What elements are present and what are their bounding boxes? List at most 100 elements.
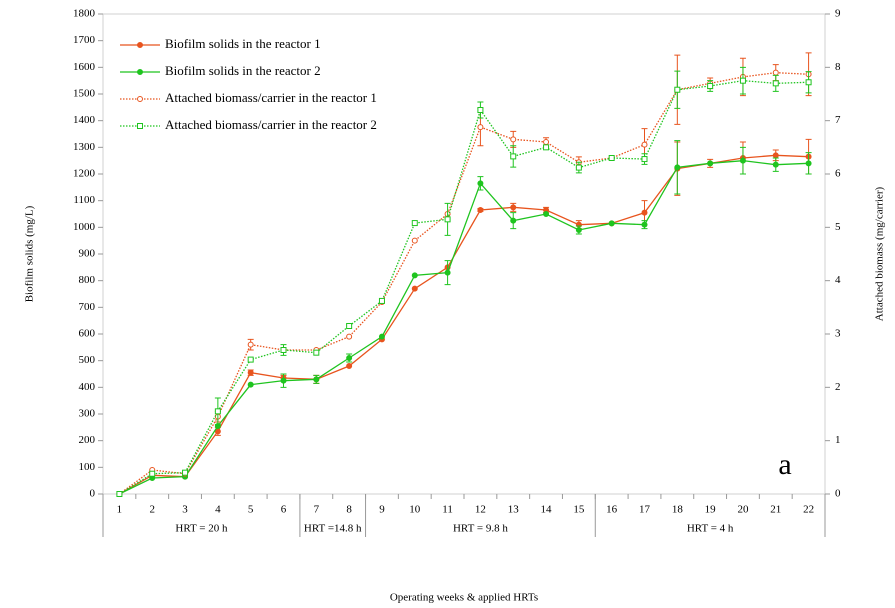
marker [116, 491, 123, 497]
marker [411, 220, 418, 227]
x-axis-label: Operating weeks & applied HRTs [390, 592, 538, 604]
marker [543, 144, 550, 151]
series-line [119, 154, 809, 495]
group-label: HRT =14.8 h [304, 523, 362, 535]
y-tick-label: 700 [79, 301, 96, 313]
y2-tick-label: 2 [835, 381, 841, 393]
legend-label: Biofilm solids in the reactor 1 [165, 36, 321, 51]
marker [247, 341, 254, 348]
legend-label: Attached biomass/carrier in the reactor … [165, 90, 377, 105]
y-tick-label: 1200 [73, 168, 96, 180]
y2-tick-label: 8 [835, 61, 841, 73]
y2-tick-label: 0 [835, 488, 841, 500]
legend-label: Attached biomass/carrier in the reactor … [165, 117, 377, 132]
marker [805, 160, 812, 167]
marker [641, 209, 648, 216]
marker [707, 83, 714, 89]
marker [772, 161, 779, 168]
marker [378, 297, 385, 304]
y2-tick-label: 4 [835, 274, 841, 286]
marker [247, 381, 254, 388]
marker [411, 285, 418, 292]
marker [674, 86, 681, 93]
x-tick-label: 20 [737, 504, 749, 516]
marker [575, 164, 582, 171]
x-tick-label: 6 [281, 504, 287, 516]
y2-tick-label: 5 [835, 221, 841, 233]
marker [444, 216, 451, 223]
series-line [119, 160, 809, 495]
marker [313, 376, 320, 383]
x-tick-label: 17 [639, 504, 651, 516]
marker [378, 333, 385, 340]
marker [214, 408, 221, 415]
group-label: HRT = 4 h [687, 523, 734, 535]
y-tick-label: 0 [90, 488, 96, 500]
x-tick-label: 7 [314, 504, 320, 516]
marker [346, 323, 353, 329]
marker [641, 141, 648, 148]
x-tick-label: 3 [182, 504, 188, 516]
y-tick-label: 500 [79, 354, 96, 366]
marker [247, 356, 254, 363]
marker [707, 160, 714, 167]
marker [674, 164, 681, 171]
marker [543, 211, 550, 217]
group-label: HRT = 20 h [175, 523, 228, 535]
y-tick-label: 300 [79, 408, 96, 420]
y2-axis-label: Attached biomass (mg/carrier) [874, 186, 886, 321]
marker [510, 153, 517, 160]
x-tick-label: 16 [606, 504, 618, 516]
marker [477, 207, 484, 213]
marker [280, 347, 287, 353]
marker [346, 363, 353, 369]
y-tick-label: 800 [79, 274, 96, 286]
x-tick-label: 15 [573, 504, 585, 516]
x-tick-label: 2 [149, 504, 155, 516]
marker [739, 77, 746, 84]
marker [575, 227, 582, 233]
marker [411, 237, 418, 244]
x-tick-label: 11 [442, 504, 453, 516]
group-label: HRT = 9.8 h [453, 523, 508, 535]
y-tick-label: 200 [79, 434, 96, 446]
y-tick-label: 1400 [73, 114, 96, 126]
marker [608, 220, 615, 227]
legend-marker [137, 69, 143, 75]
marker [247, 369, 254, 376]
x-tick-label: 21 [770, 504, 781, 516]
marker [510, 204, 517, 211]
x-tick-label: 1 [117, 504, 123, 516]
marker [510, 217, 517, 224]
series-line [119, 72, 809, 495]
x-tick-label: 19 [705, 504, 717, 516]
marker [641, 156, 648, 163]
marker [444, 269, 451, 276]
marker [641, 221, 648, 228]
marker [346, 333, 353, 340]
y-tick-label: 1500 [73, 88, 96, 100]
marker [805, 79, 812, 86]
marker [313, 349, 320, 356]
y2-tick-label: 3 [835, 328, 841, 340]
legend-marker [137, 123, 143, 129]
marker [772, 69, 779, 76]
x-tick-label: 8 [346, 504, 352, 516]
x-tick-label: 12 [475, 504, 486, 516]
y-tick-label: 400 [79, 381, 96, 393]
marker [346, 355, 353, 361]
marker [477, 124, 484, 131]
x-tick-label: 10 [409, 504, 421, 516]
x-tick-label: 5 [248, 504, 254, 516]
marker [772, 80, 779, 87]
x-tick-label: 13 [508, 504, 520, 516]
x-tick-label: 4 [215, 504, 221, 516]
y-axis-label: Biofilm solids (mg/L) [24, 205, 36, 302]
marker [608, 155, 615, 161]
x-tick-label: 18 [672, 504, 684, 516]
legend-label: Biofilm solids in the reactor 2 [165, 63, 321, 78]
annotation: a [778, 448, 791, 481]
marker [510, 136, 517, 143]
y-tick-label: 100 [79, 461, 96, 473]
